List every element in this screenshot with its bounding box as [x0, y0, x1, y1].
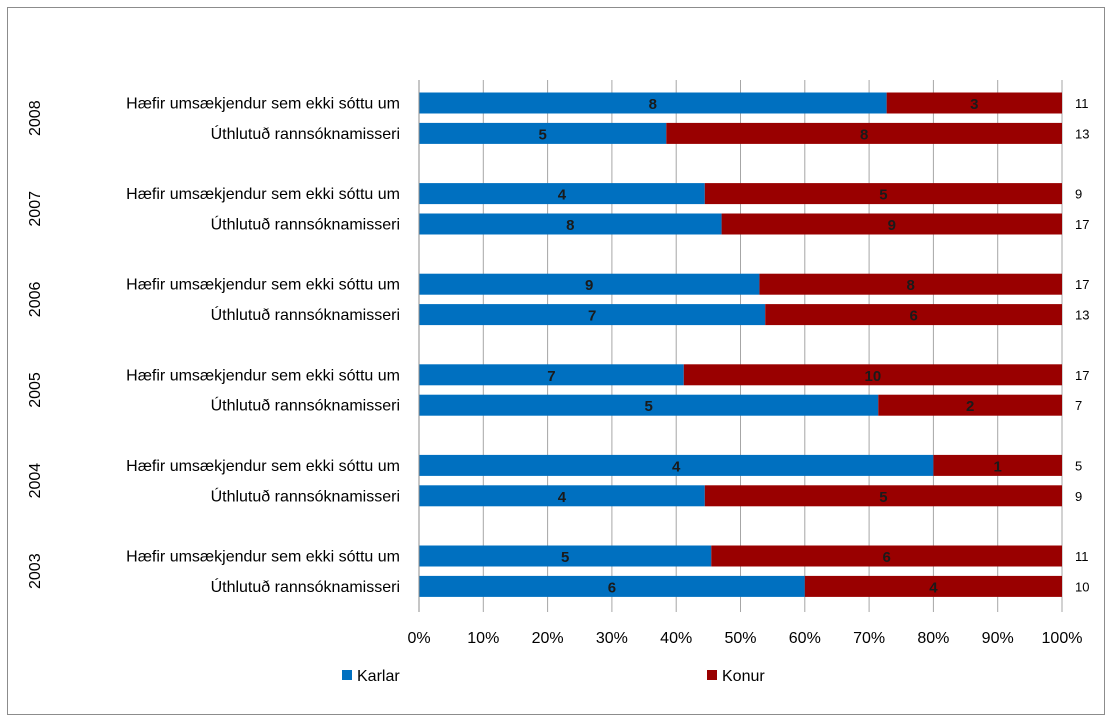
data-label: 6 [909, 308, 917, 325]
bar-segment-karlar [419, 183, 705, 205]
data-label: 5 [879, 187, 887, 204]
legend-label: Konur [722, 668, 765, 685]
row-label: Hæfir umsækjendur sem ekki sóttu um [126, 367, 400, 384]
row-label: Hæfir umsækjendur sem ekki sóttu um [126, 96, 400, 113]
bar-segment-karlar [419, 273, 760, 295]
x-tick-label: 90% [982, 630, 1014, 647]
bar-segment-konur [704, 183, 1062, 205]
x-tick-label: 100% [1042, 630, 1083, 647]
total-label: 5 [1075, 458, 1082, 473]
bar-segment-karlar [419, 394, 879, 416]
data-label: 5 [538, 126, 546, 143]
data-label: 7 [547, 368, 555, 385]
bar-segment-karlar [419, 545, 712, 567]
total-label: 11 [1075, 549, 1089, 564]
total-label: 13 [1075, 308, 1089, 323]
total-label: 17 [1075, 277, 1089, 292]
data-label: 9 [585, 277, 593, 294]
year-label: 2005 [27, 372, 44, 408]
total-label: 17 [1075, 217, 1089, 232]
data-label: 4 [672, 458, 681, 475]
bar-segment-konur [933, 454, 1062, 476]
data-label: 8 [860, 126, 868, 143]
year-label: 2008 [27, 100, 44, 136]
bar-segment-konur [878, 394, 1062, 416]
bar-segment-karlar [419, 122, 667, 144]
year-label: 2006 [27, 282, 44, 318]
row-label: Úthlutuð rannsóknamisseri [211, 396, 400, 415]
row-label: Úthlutuð rannsóknamisseri [211, 124, 400, 143]
year-label: 2007 [27, 191, 44, 227]
data-label: 6 [608, 579, 616, 596]
total-label: 13 [1075, 126, 1089, 141]
row-label: Úthlutuð rannsóknamisseri [211, 305, 400, 324]
row-label: Hæfir umsækjendur sem ekki sóttu um [126, 186, 400, 203]
total-label: 10 [1075, 579, 1089, 594]
x-tick-label: 20% [532, 630, 564, 647]
bar-segment-konur [721, 213, 1062, 235]
legend-swatch-karlar [342, 670, 352, 680]
x-tick-label: 30% [596, 630, 628, 647]
data-label: 4 [558, 489, 567, 506]
bar-segment-konur [704, 485, 1062, 507]
x-tick-label: 60% [789, 630, 821, 647]
data-label: 6 [882, 549, 890, 566]
year-label: 2003 [27, 553, 44, 589]
row-label: Hæfir umsækjendur sem ekki sóttu um [126, 277, 400, 294]
year-label: 2004 [27, 463, 44, 499]
total-label: 9 [1075, 489, 1082, 504]
total-label: 11 [1075, 96, 1089, 111]
bar-segment-karlar [419, 454, 934, 476]
bar-segment-karlar [419, 364, 684, 386]
bar-segment-karlar [419, 575, 805, 597]
x-tick-label: 50% [724, 630, 756, 647]
bar-segment-karlar [419, 485, 705, 507]
data-label: 9 [888, 217, 896, 234]
row-label: Hæfir umsækjendur sem ekki sóttu um [126, 549, 400, 566]
data-label: 8 [566, 217, 574, 234]
row-label: Hæfir umsækjendur sem ekki sóttu um [126, 458, 400, 475]
data-label: 4 [558, 187, 567, 204]
data-label: 1 [994, 458, 1002, 475]
x-tick-label: 40% [660, 630, 692, 647]
bar-segment-karlar [419, 213, 722, 235]
data-label: 8 [907, 277, 915, 294]
bar-segment-konur [804, 575, 1062, 597]
bar-segment-konur [711, 545, 1062, 567]
data-label: 5 [561, 549, 569, 566]
data-label: 5 [879, 489, 887, 506]
total-label: 7 [1075, 398, 1082, 413]
total-label: 9 [1075, 187, 1082, 202]
row-label: Úthlutuð rannsóknamisseri [211, 215, 400, 234]
data-label: 8 [649, 96, 657, 113]
data-label: 4 [929, 579, 938, 596]
x-tick-label: 70% [853, 630, 885, 647]
bar-segment-karlar [419, 92, 887, 114]
row-label: Úthlutuð rannsóknamisseri [211, 577, 400, 596]
bar-segment-konur [886, 92, 1062, 114]
x-tick-label: 80% [917, 630, 949, 647]
bar-segment-konur [759, 273, 1062, 295]
bar-segment-konur [666, 122, 1062, 144]
total-label: 17 [1075, 368, 1089, 383]
bar-segment-konur [683, 364, 1062, 386]
data-label: 3 [970, 96, 978, 113]
bar-segment-karlar [419, 304, 766, 326]
x-tick-label: 10% [467, 630, 499, 647]
data-label: 5 [644, 398, 652, 415]
x-tick-label: 0% [407, 630, 430, 647]
data-label: 2 [966, 398, 974, 415]
data-label: 7 [588, 308, 596, 325]
legend-label: Karlar [357, 668, 400, 685]
data-label: 10 [865, 368, 882, 385]
row-label: Úthlutuð rannsóknamisseri [211, 486, 400, 505]
legend-swatch-konur [707, 670, 717, 680]
bar-segment-konur [765, 304, 1062, 326]
